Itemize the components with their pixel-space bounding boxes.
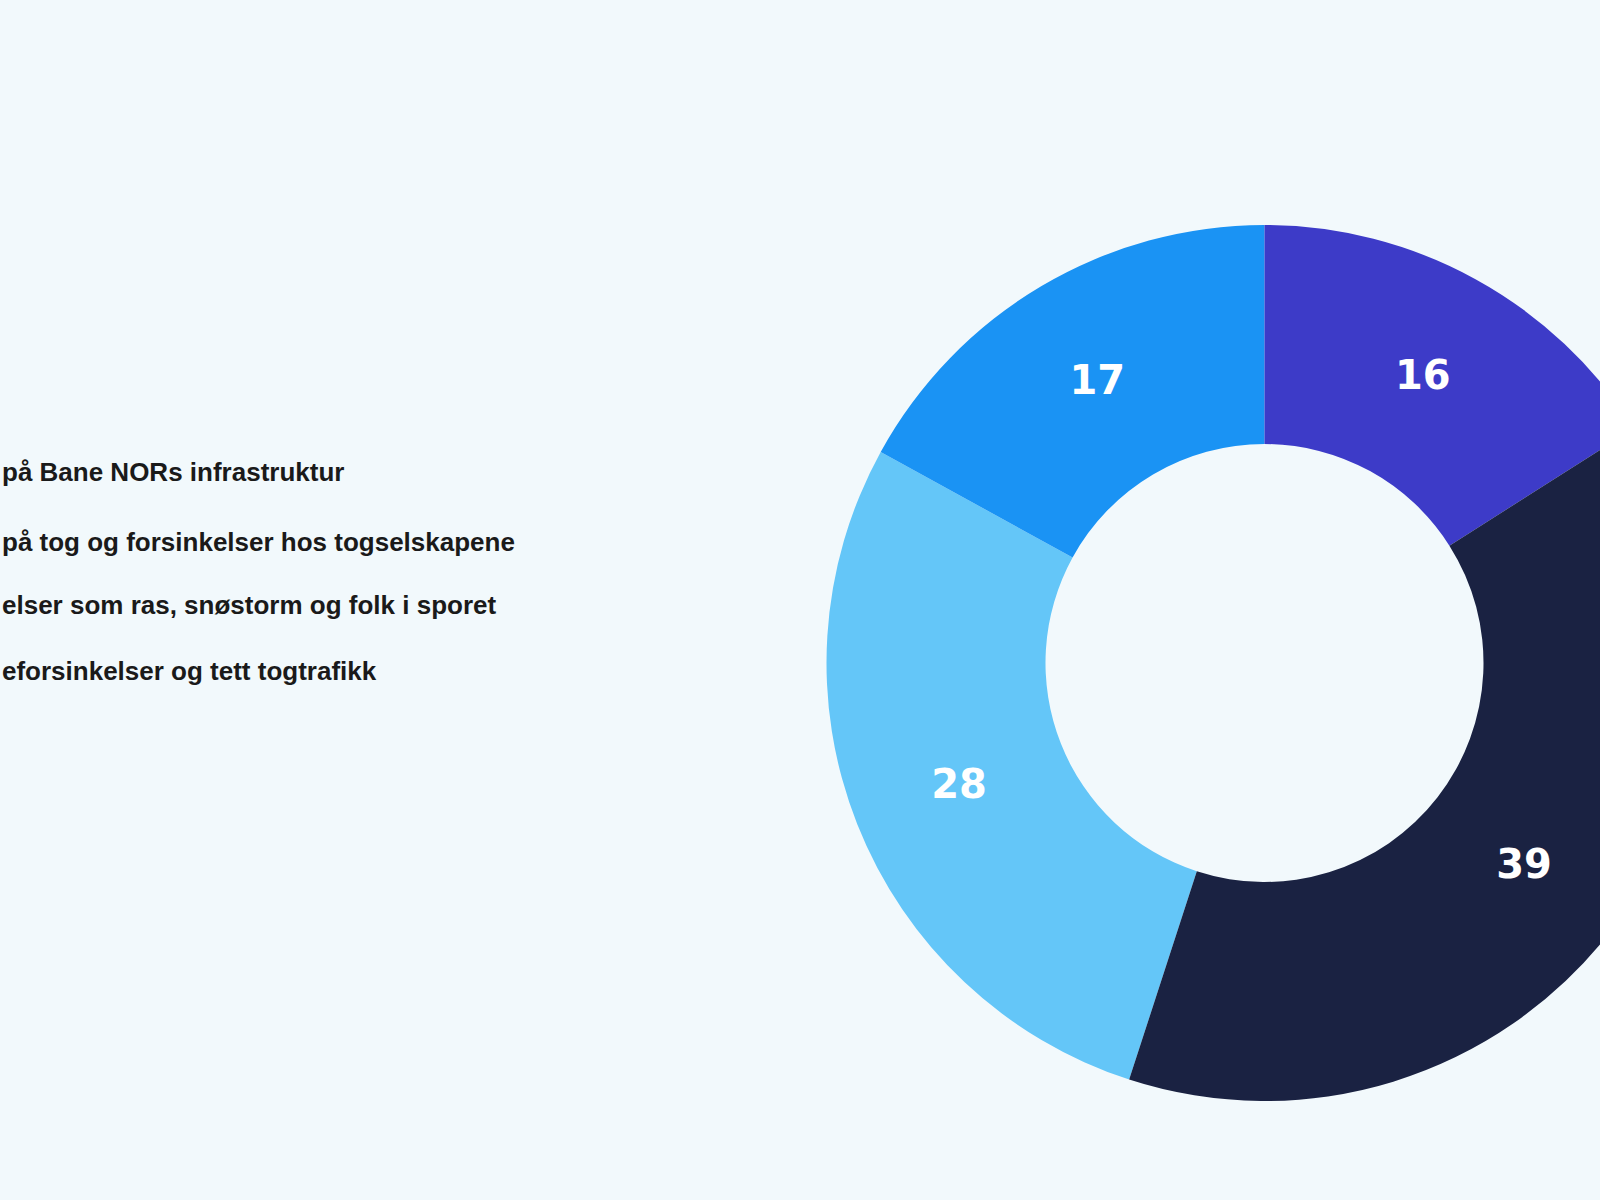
svg-text:på Bane NORs infrastruktur: på Bane NORs infrastruktur <box>2 457 344 487</box>
svg-text:eforsinkelser og tett togtrafi: eforsinkelser og tett togtrafikk <box>2 656 377 686</box>
svg-text:på tog og forsinkelser hos tog: på tog og forsinkelser hos togselskapene <box>2 527 515 557</box>
svg-text:28: 28 <box>931 761 987 807</box>
svg-text:16: 16 <box>1395 352 1451 398</box>
svg-text:17: 17 <box>1069 357 1125 403</box>
svg-text:39: 39 <box>1496 841 1552 887</box>
svg-text:elser som ras, snøstorm og fol: elser som ras, snøstorm og folk i sporet <box>2 590 496 620</box>
